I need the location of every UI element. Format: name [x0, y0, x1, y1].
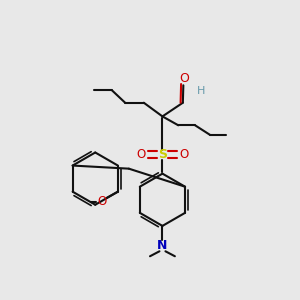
Text: O: O [137, 148, 146, 161]
Text: O: O [179, 148, 188, 161]
Text: O: O [179, 72, 189, 85]
Text: O: O [97, 195, 106, 208]
Text: N: N [157, 239, 168, 252]
Text: H: H [196, 86, 205, 96]
Text: S: S [158, 148, 167, 161]
